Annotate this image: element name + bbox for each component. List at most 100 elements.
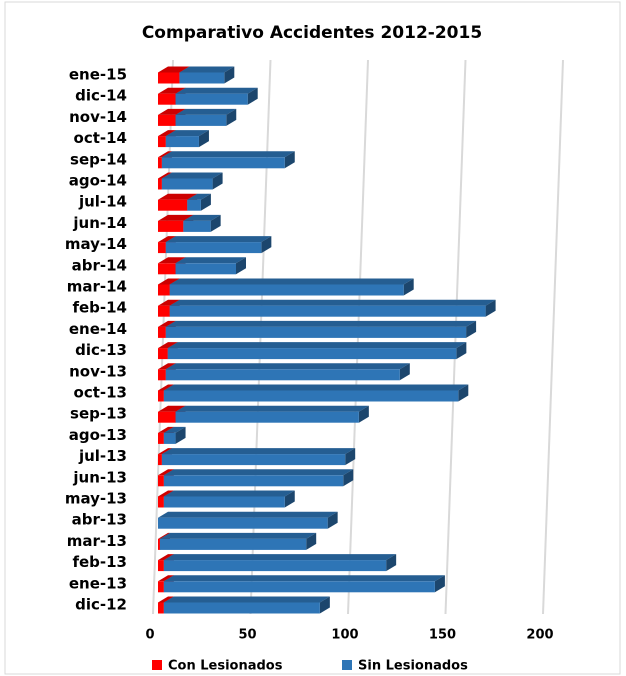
y-tick-label: may-14 (65, 235, 127, 253)
bar-top (163, 575, 445, 582)
bar-side (458, 384, 469, 402)
bar-top (158, 257, 186, 264)
bar (163, 581, 435, 593)
bar (158, 432, 164, 444)
bar-side (345, 448, 356, 466)
y-tick-label: ago-14 (69, 172, 127, 190)
bar (158, 220, 184, 232)
bar (158, 602, 164, 614)
legend-label: Sin Lesionados (358, 659, 468, 674)
bar-top (179, 66, 235, 73)
bar-side (485, 299, 496, 317)
bar-top (165, 320, 477, 327)
y-tick-label: dic-13 (75, 341, 127, 359)
bar (158, 454, 162, 466)
y-tick-label: feb-14 (72, 299, 127, 317)
bar-top (158, 151, 172, 158)
bar-top (158, 554, 174, 561)
bar-top (161, 448, 356, 455)
bar-top (175, 87, 258, 94)
bar (165, 326, 467, 338)
bar (165, 242, 262, 254)
bar-top (158, 299, 180, 306)
y-tick-label: nov-13 (69, 362, 127, 380)
bar-side (226, 108, 237, 126)
legend-swatch (342, 660, 352, 670)
x-tick-label: 150 (429, 628, 456, 643)
bar-side (306, 532, 317, 550)
bar-side (399, 363, 410, 381)
bar-top (175, 108, 237, 115)
bar (163, 560, 387, 572)
bar (158, 581, 164, 593)
bar (158, 411, 176, 423)
bar-side (198, 130, 209, 148)
bar-side (210, 214, 221, 232)
bar-top (187, 193, 211, 200)
bar (175, 93, 248, 105)
bar-top (158, 278, 180, 285)
bar-top (175, 257, 246, 264)
bar (158, 305, 170, 317)
bar (158, 538, 160, 550)
bar-top (158, 214, 194, 221)
x-tick-label: 100 (331, 628, 358, 643)
bar (158, 390, 164, 402)
bar-side (466, 320, 477, 338)
bar-top (163, 469, 354, 476)
bar-top (158, 469, 174, 476)
y-tick-label: feb-13 (72, 553, 127, 571)
bar-top (158, 490, 174, 497)
bar (159, 538, 307, 550)
bar-side (319, 596, 330, 614)
bar (165, 369, 400, 381)
y-tick-label: ago-13 (69, 426, 127, 444)
y-tick-label: sep-13 (70, 405, 127, 423)
bar-top (163, 596, 330, 603)
x-tick-label: 200 (526, 628, 553, 643)
bar (175, 114, 227, 126)
grid-line (542, 59, 564, 615)
y-tick-label: may-13 (65, 490, 127, 508)
y-tick-label: mar-13 (67, 532, 127, 550)
chart-title: Comparativo Accidentes 2012-2015 (142, 23, 482, 43)
bar (158, 93, 176, 105)
bar (167, 348, 457, 360)
bar (175, 263, 236, 275)
bar-top (169, 278, 414, 285)
bar-side (224, 66, 235, 84)
bar-top (158, 108, 186, 115)
bar (165, 136, 199, 148)
bar (169, 284, 404, 296)
bar-top (165, 363, 410, 370)
bar (158, 284, 170, 296)
bar-top (158, 405, 186, 412)
bar-side (327, 511, 338, 529)
bar-top (158, 363, 176, 370)
legend-label: Con Lesionados (168, 659, 283, 674)
bar-top (158, 426, 174, 433)
bar-side (284, 151, 295, 169)
bar-side (261, 236, 272, 254)
bar-top (169, 299, 496, 306)
bar-side (284, 490, 295, 508)
bar (158, 72, 180, 84)
bar-top (165, 236, 272, 243)
bar-top (158, 130, 176, 137)
bar-side (175, 426, 186, 444)
bar-top (158, 193, 198, 200)
bar (161, 157, 285, 169)
bar (169, 305, 486, 317)
bar-side (236, 257, 246, 275)
bar-top (158, 511, 338, 518)
bar-top (158, 172, 172, 179)
bar (158, 242, 166, 254)
bar (158, 560, 164, 572)
bar (163, 475, 344, 487)
bar-top (158, 384, 174, 391)
bar-top (183, 214, 221, 221)
bar (158, 348, 168, 360)
y-tick-label: sep-14 (70, 150, 127, 168)
bar-top (163, 554, 397, 561)
bar (158, 136, 166, 148)
